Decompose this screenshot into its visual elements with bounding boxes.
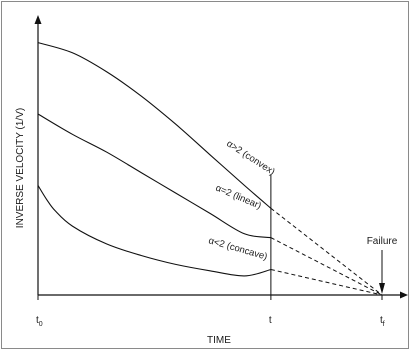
series-line-2 [37,113,271,239]
series-line-3 [37,185,272,277]
annotation-layer: Failure [367,236,398,294]
x-tick-label-3: tf [380,315,385,328]
y-axis-title: INVERSE VELOCITY (1/V) [15,108,26,228]
x-tick-label-1: t0 [36,315,43,328]
y-axis-arrowhead [34,15,42,24]
series-extrapolation-3 [270,269,383,296]
x-axis-title: TIME [207,335,231,346]
failure-arrowhead [379,283,385,294]
tick-layer: t0 t tf [36,295,385,328]
failure-annotation-label: Failure [367,236,398,247]
x-axis-arrowhead [400,291,408,299]
series-extrapolation-1 [270,207,383,296]
series-line-1 [37,42,272,209]
x-tick-label-2: t [269,315,272,326]
